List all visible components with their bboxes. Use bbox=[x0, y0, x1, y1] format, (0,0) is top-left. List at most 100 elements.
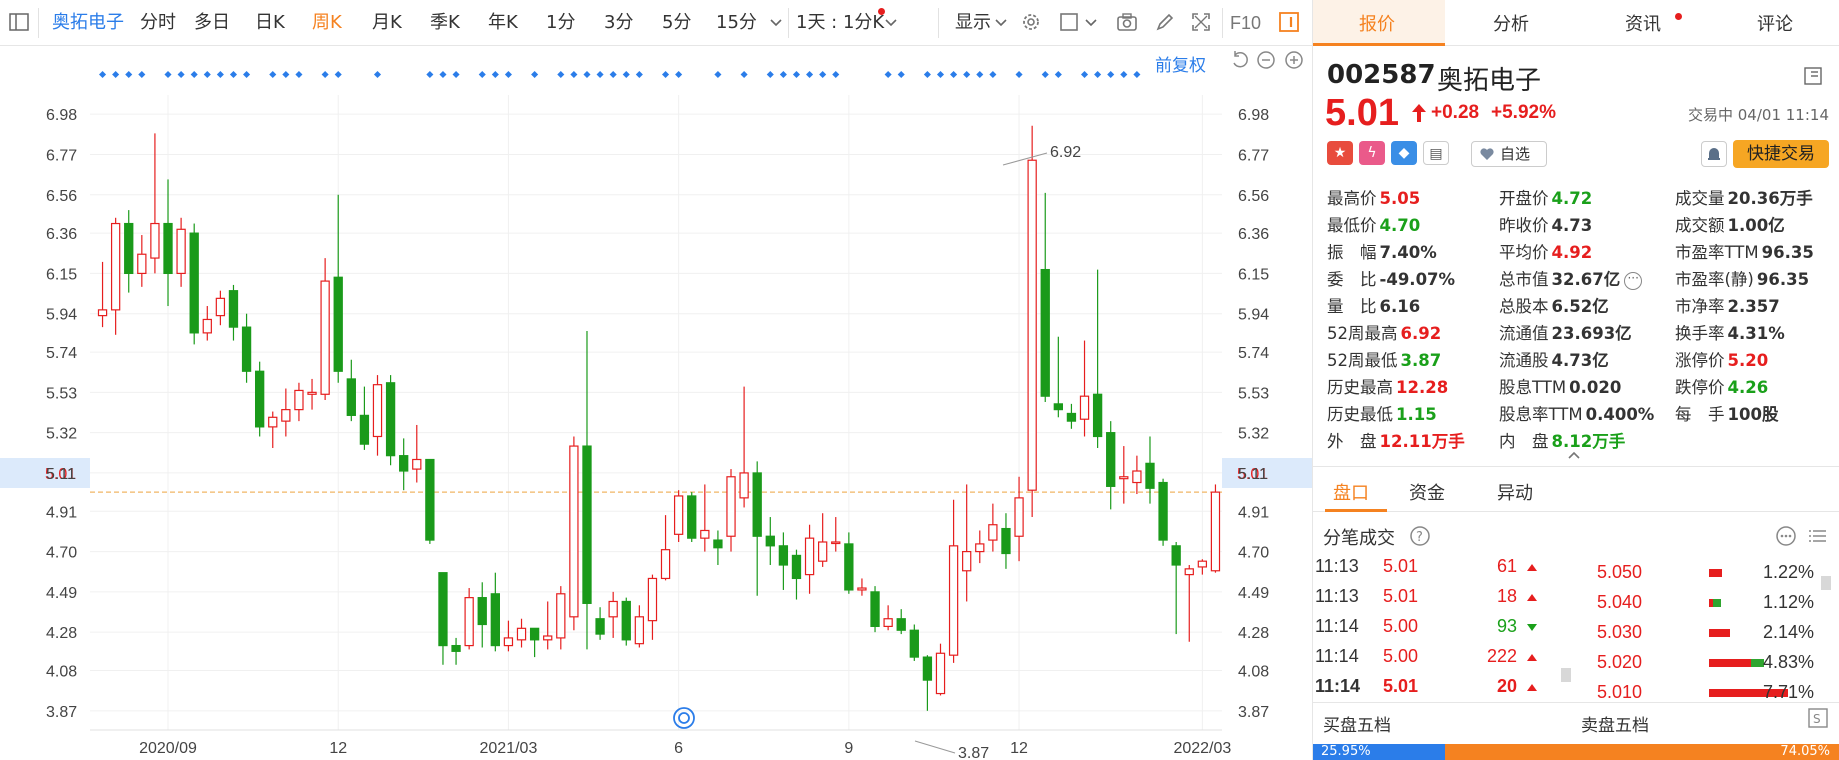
ask-label: 卖盘五档 bbox=[1581, 716, 1649, 736]
depth-price: 5.040 bbox=[1597, 592, 1643, 612]
info-panel-icon[interactable] bbox=[1803, 66, 1825, 88]
collapse-icon[interactable]: S bbox=[1807, 707, 1829, 729]
f10-button[interactable]: F10 bbox=[1230, 13, 1262, 33]
chevron-down-icon[interactable] bbox=[880, 11, 902, 33]
event-marker-icon bbox=[884, 70, 892, 79]
y-tick-label: 3.87 bbox=[1238, 704, 1269, 721]
event-marker-icon bbox=[675, 70, 683, 79]
locate-icon bbox=[673, 707, 695, 729]
zoom-in-icon[interactable] bbox=[1284, 50, 1306, 72]
notes-icon[interactable]: ▤ bbox=[1423, 141, 1449, 165]
candle-up bbox=[1079, 340, 1090, 437]
tag-icon[interactable]: ◆ bbox=[1391, 141, 1417, 165]
chevron-down-icon[interactable] bbox=[765, 11, 787, 33]
candle-body bbox=[1184, 568, 1194, 576]
up-triangle-icon bbox=[1527, 564, 1537, 571]
multiday-selector[interactable]: 1天 : 1分K bbox=[796, 12, 885, 33]
settings-gear-icon[interactable] bbox=[1020, 11, 1042, 33]
candle-body bbox=[346, 378, 356, 416]
lightning-icon[interactable]: ϟ bbox=[1359, 141, 1385, 165]
undo-icon[interactable] bbox=[1230, 50, 1252, 72]
candle-body bbox=[687, 495, 697, 539]
event-marker-icon bbox=[897, 70, 905, 79]
list-icon[interactable] bbox=[1807, 525, 1829, 547]
add-watchlist-button[interactable]: 自选 bbox=[1471, 141, 1547, 167]
china-flag-icon[interactable]: ★ bbox=[1327, 141, 1353, 165]
up-arrow-icon bbox=[1409, 102, 1431, 124]
price-adjust-toggle[interactable]: 前复权 bbox=[1155, 56, 1206, 76]
candle-body bbox=[464, 597, 474, 647]
tab-anomaly[interactable]: 异动 bbox=[1497, 483, 1533, 504]
tab-news[interactable]: 资讯 bbox=[1625, 14, 1661, 35]
candle-up bbox=[307, 378, 317, 410]
period-tab-month[interactable]: 月K bbox=[372, 12, 402, 33]
more-icon[interactable]: ··· bbox=[1624, 271, 1643, 290]
stat-label: 平均价 bbox=[1499, 243, 1549, 262]
panel-toggle-icon[interactable] bbox=[1278, 11, 1300, 33]
stat-label: 外 盘 bbox=[1327, 432, 1377, 451]
event-marker-icon bbox=[426, 70, 434, 79]
quick-trade-button[interactable]: 快捷交易 bbox=[1733, 140, 1829, 168]
period-tab-1min[interactable]: 1分 bbox=[546, 12, 576, 33]
period-tab-week[interactable]: 周K bbox=[312, 12, 342, 33]
tab-handicap[interactable]: 盘口 bbox=[1333, 483, 1369, 504]
period-tab-15min[interactable]: 15分 bbox=[716, 12, 757, 33]
candle-up bbox=[97, 261, 108, 328]
display-menu[interactable]: 显示 bbox=[955, 12, 991, 33]
fullscreen-icon[interactable] bbox=[1190, 11, 1212, 33]
stat-item: 委 比 -49.07% bbox=[1327, 266, 1455, 290]
period-tab-intraday[interactable]: 分时 bbox=[140, 12, 176, 33]
candle-body bbox=[399, 455, 409, 472]
candle-body bbox=[752, 472, 762, 537]
period-tab-multiday[interactable]: 多日 bbox=[194, 12, 230, 33]
pen-draw-icon[interactable] bbox=[1154, 11, 1176, 33]
more-icon[interactable] bbox=[1775, 525, 1797, 547]
period-tab-year[interactable]: 年K bbox=[488, 12, 518, 33]
kline-chart[interactable]: 前复权 5.01 5.01 6.98 6.77 6.56 6.36 6.15 5.94 5.… bbox=[0, 47, 1312, 760]
candle-body bbox=[97, 309, 108, 317]
y-tick-label: 6.77 bbox=[1238, 147, 1269, 164]
tab-analysis[interactable]: 分析 bbox=[1493, 14, 1529, 35]
stat-value: 6.16 bbox=[1379, 297, 1421, 316]
candle-down bbox=[385, 375, 396, 466]
candle-body bbox=[1119, 476, 1129, 480]
help-icon[interactable]: ? bbox=[1409, 525, 1431, 547]
stat-value: 23.693亿 bbox=[1551, 324, 1632, 343]
tab-comments[interactable]: 评论 bbox=[1757, 14, 1793, 35]
period-tab-quarter[interactable]: 季K bbox=[430, 12, 460, 33]
sidebar-toggle-icon[interactable] bbox=[8, 11, 30, 33]
candle-body bbox=[962, 550, 972, 572]
event-marker-icon bbox=[714, 70, 722, 79]
chevron-up-icon[interactable] bbox=[1565, 447, 1587, 469]
stat-value: 4.73亿 bbox=[1551, 351, 1609, 370]
bell-icon[interactable] bbox=[1701, 141, 1727, 167]
stat-label: 开盘价 bbox=[1499, 189, 1549, 208]
chevron-down-icon[interactable] bbox=[990, 11, 1012, 33]
candle-up bbox=[1210, 484, 1221, 573]
event-marker-icon bbox=[635, 70, 643, 79]
ask-ratio-bar: 74.05% bbox=[1445, 744, 1839, 760]
camera-icon[interactable] bbox=[1116, 11, 1138, 33]
y-tick-label: 6.15 bbox=[46, 266, 77, 283]
period-tab-5min[interactable]: 5分 bbox=[662, 12, 692, 33]
candle-down bbox=[438, 572, 448, 665]
depth-scrollbar[interactable] bbox=[1821, 576, 1831, 590]
tab-quote[interactable]: 报价 bbox=[1359, 14, 1395, 35]
chevron-down-icon[interactable] bbox=[1080, 11, 1102, 33]
ticks-scrollbar[interactable] bbox=[1561, 668, 1571, 682]
tab-capital[interactable]: 资金 bbox=[1409, 483, 1445, 504]
tick-volume: 93 bbox=[1496, 616, 1517, 636]
zoom-out-icon[interactable] bbox=[1256, 50, 1278, 72]
period-tab-3min[interactable]: 3分 bbox=[604, 12, 634, 33]
svg-text:S: S bbox=[1813, 712, 1821, 726]
candle-body bbox=[124, 222, 134, 275]
candle-down bbox=[778, 532, 789, 590]
period-tab-day[interactable]: 日K bbox=[255, 12, 285, 33]
frame-select-icon[interactable] bbox=[1058, 11, 1080, 33]
candle-body bbox=[831, 541, 841, 545]
stat-value: 4.73 bbox=[1551, 216, 1593, 235]
tick-row: 11:13 5.01 61 bbox=[1313, 556, 1563, 584]
x-axis: 2020/09 12 2021/03 6 9 12 2022/03 bbox=[139, 740, 1231, 757]
event-marker-icon bbox=[334, 70, 342, 79]
event-marker-icon bbox=[203, 70, 211, 79]
